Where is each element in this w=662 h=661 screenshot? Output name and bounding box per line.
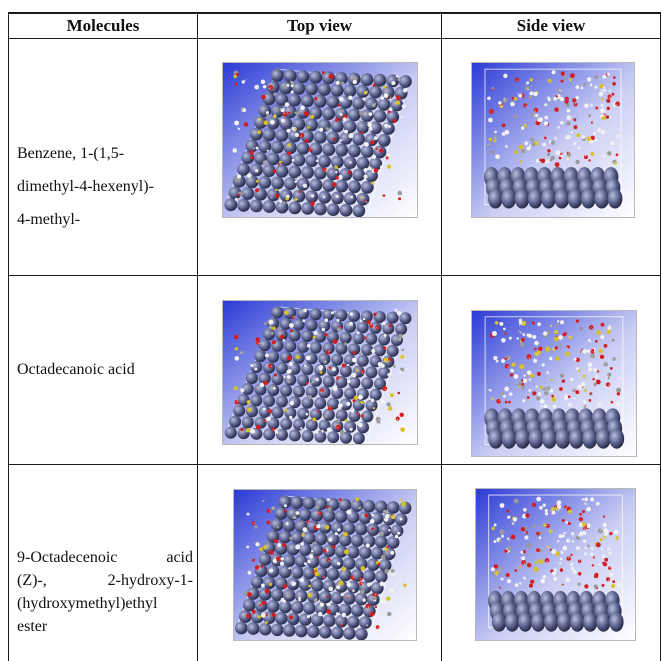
header-bottom-border bbox=[8, 38, 661, 39]
row-divider-2 bbox=[8, 464, 661, 465]
side-view-image-3 bbox=[475, 488, 636, 641]
molecule-name-line: ester bbox=[17, 618, 48, 635]
molecule-name-1: Benzene, 1-(1,5- dimethyl-4-hexenyl)- 4-… bbox=[17, 137, 193, 236]
side-view-image-2 bbox=[471, 310, 637, 457]
header-top-view: Top view bbox=[286, 16, 353, 35]
molecule-name-line: 4-methyl- bbox=[17, 211, 81, 228]
row-divider-1 bbox=[8, 275, 661, 276]
molecule-name-2: Octadecanoic acid bbox=[17, 276, 193, 464]
column-divider-1 bbox=[197, 12, 198, 661]
right-border bbox=[660, 12, 661, 661]
molecule-name-line: (Z)-, 2-hydroxy-1- bbox=[17, 572, 193, 589]
top-view-image-3 bbox=[233, 489, 417, 641]
column-divider-2 bbox=[441, 12, 442, 661]
side-view-image-1 bbox=[471, 62, 635, 218]
top-view-image-1 bbox=[222, 62, 418, 218]
molecule-name-line: dimethyl-4-hexenyl)- bbox=[17, 178, 154, 195]
header-side-view: Side view bbox=[516, 16, 586, 35]
molecule-name-line: 9-Octadecenoic acid bbox=[17, 549, 193, 566]
table-top-border bbox=[8, 12, 661, 14]
molecule-name-line: Octadecanoic acid bbox=[17, 361, 135, 378]
header-molecules: Molecules bbox=[66, 16, 140, 35]
molecule-name-3: 9-Octadecenoic acid (Z)-, 2-hydroxy-1- (… bbox=[17, 546, 193, 638]
molecule-name-line: (hydroxymethyl)ethyl bbox=[17, 595, 158, 612]
molecule-name-line: Benzene, 1-(1,5- bbox=[17, 145, 125, 162]
top-view-image-2 bbox=[222, 300, 418, 445]
left-border bbox=[8, 12, 9, 661]
